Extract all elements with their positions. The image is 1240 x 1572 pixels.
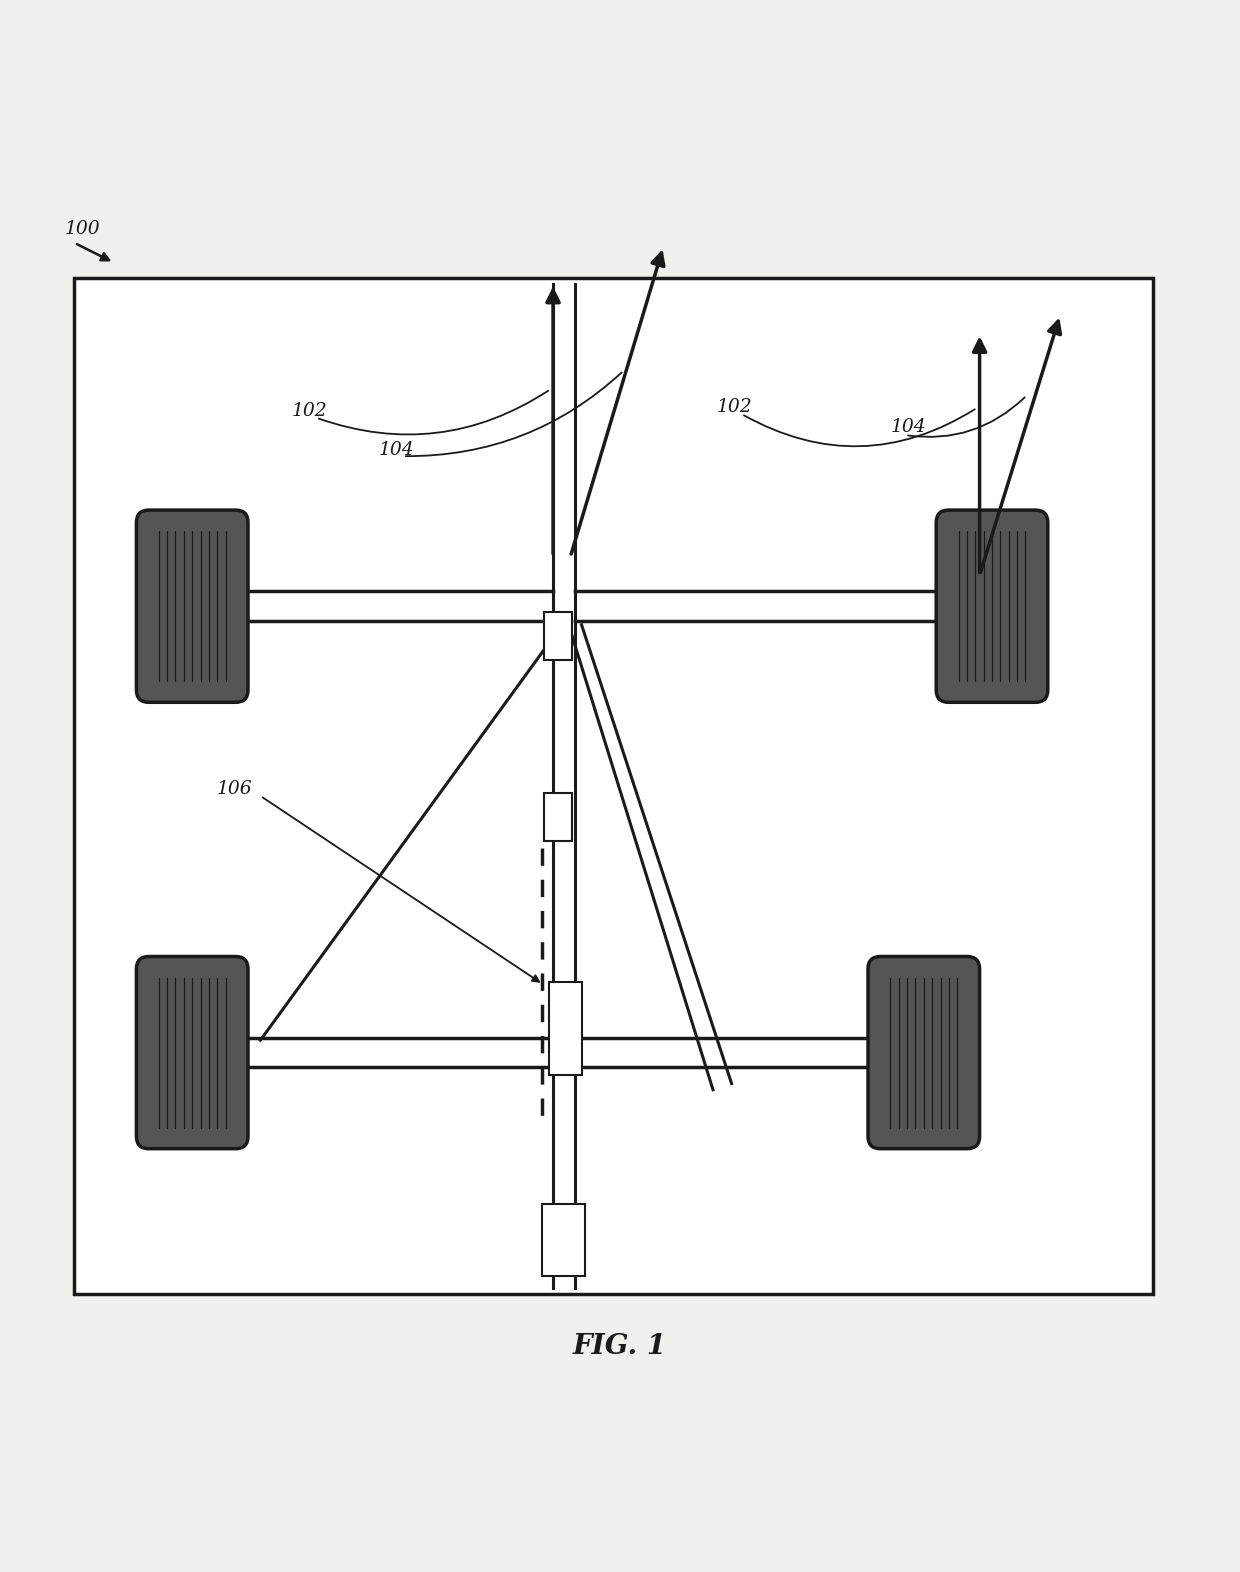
Text: 102: 102 xyxy=(717,398,753,417)
Bar xyxy=(544,794,572,841)
FancyBboxPatch shape xyxy=(136,509,248,703)
Text: 100: 100 xyxy=(64,220,100,237)
Text: 106: 106 xyxy=(217,780,253,799)
FancyBboxPatch shape xyxy=(868,956,980,1149)
Bar xyxy=(542,1204,585,1276)
FancyBboxPatch shape xyxy=(936,509,1048,703)
Text: 102: 102 xyxy=(291,402,327,420)
Text: 104: 104 xyxy=(890,418,926,437)
Text: 104: 104 xyxy=(378,440,414,459)
FancyBboxPatch shape xyxy=(136,956,248,1149)
Bar xyxy=(544,613,572,660)
Bar xyxy=(549,982,582,1075)
Bar xyxy=(74,278,1153,1294)
Text: FIG. 1: FIG. 1 xyxy=(573,1333,667,1360)
